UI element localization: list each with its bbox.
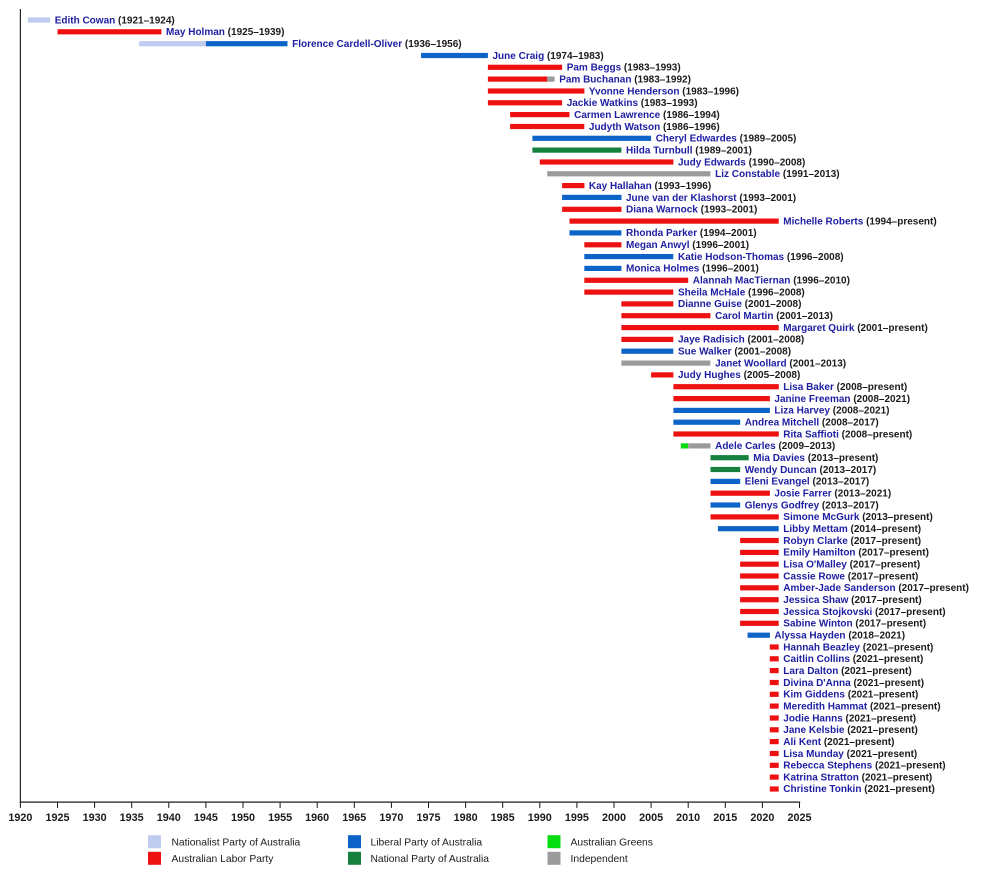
svg-text:2020: 2020 xyxy=(750,812,774,824)
svg-text:Jodie Hanns (2021–present): Jodie Hanns (2021–present) xyxy=(783,713,916,724)
svg-text:Sheila McHale (1996–2008): Sheila McHale (1996–2008) xyxy=(678,287,805,298)
svg-text:Sabine Winton (2017–present): Sabine Winton (2017–present) xyxy=(783,619,926,630)
svg-text:Rita Saffioti (2008–present): Rita Saffioti (2008–present) xyxy=(783,429,912,440)
svg-text:1985: 1985 xyxy=(491,812,515,824)
svg-text:1940: 1940 xyxy=(157,812,181,824)
svg-text:Nationalist Party of Australia: Nationalist Party of Australia xyxy=(172,838,301,849)
svg-text:Lisa Munday (2021–present): Lisa Munday (2021–present) xyxy=(783,749,917,760)
svg-text:Liz Constable (1991–2013): Liz Constable (1991–2013) xyxy=(715,169,840,180)
svg-text:1970: 1970 xyxy=(379,812,403,824)
svg-text:Judy Hughes (2005–2008): Judy Hughes (2005–2008) xyxy=(678,370,800,381)
svg-text:Katrina Stratton (2021–present: Katrina Stratton (2021–present) xyxy=(783,772,932,783)
svg-text:1960: 1960 xyxy=(305,812,329,824)
svg-text:Lara Dalton (2021–present): Lara Dalton (2021–present) xyxy=(783,666,911,677)
svg-text:1975: 1975 xyxy=(416,812,440,824)
svg-text:Liza Harvey (2008–2021): Liza Harvey (2008–2021) xyxy=(774,406,889,417)
svg-text:June Craig (1974–1983): June Craig (1974–1983) xyxy=(493,51,604,62)
svg-text:Jackie Watkins (1983–1993): Jackie Watkins (1983–1993) xyxy=(567,98,698,109)
svg-text:Alyssa Hayden (2018–2021): Alyssa Hayden (2018–2021) xyxy=(774,631,905,642)
svg-text:Libby Mettam (2014–present): Libby Mettam (2014–present) xyxy=(783,524,921,535)
svg-text:Florence Cardell-Oliver (1936–: Florence Cardell-Oliver (1936–1956) xyxy=(292,39,462,50)
svg-text:Lisa O'Malley (2017–present): Lisa O'Malley (2017–present) xyxy=(783,560,920,571)
svg-text:Janet Woollard (2001–2013): Janet Woollard (2001–2013) xyxy=(715,358,846,369)
svg-text:2010: 2010 xyxy=(676,812,700,824)
svg-text:Carol Martin (2001–2013): Carol Martin (2001–2013) xyxy=(715,311,833,322)
svg-text:1925: 1925 xyxy=(45,812,69,824)
svg-text:Monica Holmes (1996–2001): Monica Holmes (1996–2001) xyxy=(626,264,759,275)
svg-text:Australian Greens: Australian Greens xyxy=(571,838,653,849)
svg-text:Edith Cowan (1921–1924): Edith Cowan (1921–1924) xyxy=(55,15,175,26)
svg-text:Rhonda Parker (1994–2001): Rhonda Parker (1994–2001) xyxy=(626,228,757,239)
svg-text:Megan Anwyl (1996–2001): Megan Anwyl (1996–2001) xyxy=(626,240,749,251)
svg-text:Andrea Mitchell (2008–2017): Andrea Mitchell (2008–2017) xyxy=(745,418,879,429)
svg-text:Independent: Independent xyxy=(571,854,628,865)
svg-text:Dianne Guise (2001–2008): Dianne Guise (2001–2008) xyxy=(678,299,801,310)
svg-text:Ali Kent (2021–present): Ali Kent (2021–present) xyxy=(783,737,894,748)
svg-text:1935: 1935 xyxy=(120,812,144,824)
svg-text:Cassie Rowe (2017–present): Cassie Rowe (2017–present) xyxy=(783,571,918,582)
svg-text:Caitlin Collins (2021–present): Caitlin Collins (2021–present) xyxy=(783,654,923,665)
svg-text:Emily Hamilton (2017–present): Emily Hamilton (2017–present) xyxy=(783,548,929,559)
svg-text:Kay Hallahan (1993–1996): Kay Hallahan (1993–1996) xyxy=(589,181,711,192)
svg-text:1990: 1990 xyxy=(528,812,552,824)
svg-text:Carmen Lawrence (1986–1994): Carmen Lawrence (1986–1994) xyxy=(574,110,720,121)
svg-text:Michelle Roberts (1994–present: Michelle Roberts (1994–present) xyxy=(783,216,936,227)
svg-text:Liberal Party of Australia: Liberal Party of Australia xyxy=(371,838,483,849)
svg-text:Rebecca Stephens (2021–present: Rebecca Stephens (2021–present) xyxy=(783,761,945,772)
svg-text:1980: 1980 xyxy=(454,812,478,824)
svg-text:1920: 1920 xyxy=(8,812,32,824)
svg-text:Wendy Duncan (2013–2017): Wendy Duncan (2013–2017) xyxy=(745,465,877,476)
svg-text:Yvonne Henderson (1983–1996): Yvonne Henderson (1983–1996) xyxy=(589,86,739,97)
svg-text:Judyth Watson (1986–1996): Judyth Watson (1986–1996) xyxy=(589,122,720,133)
svg-text:1945: 1945 xyxy=(194,812,218,824)
svg-text:2025: 2025 xyxy=(787,812,811,824)
svg-text:Janine Freeman (2008–2021): Janine Freeman (2008–2021) xyxy=(774,394,910,405)
svg-text:Jessica Stojkovski (2017–prese: Jessica Stojkovski (2017–present) xyxy=(783,607,945,618)
svg-text:1955: 1955 xyxy=(268,812,292,824)
svg-text:Australian Labor Party: Australian Labor Party xyxy=(172,854,275,865)
svg-text:1965: 1965 xyxy=(342,812,366,824)
svg-text:Judy Edwards (1990–2008): Judy Edwards (1990–2008) xyxy=(678,157,805,168)
svg-text:National Party of Australia: National Party of Australia xyxy=(371,854,490,865)
svg-text:May Holman (1925–1939): May Holman (1925–1939) xyxy=(166,27,284,38)
svg-text:Josie Farrer (2013–2021): Josie Farrer (2013–2021) xyxy=(774,489,891,500)
svg-text:Meredith Hammat (2021–present): Meredith Hammat (2021–present) xyxy=(783,701,940,712)
svg-text:Divina D'Anna (2021–present): Divina D'Anna (2021–present) xyxy=(783,678,924,689)
svg-text:Lisa Baker (2008–present): Lisa Baker (2008–present) xyxy=(783,382,907,393)
svg-text:Alannah MacTiernan (1996–2010): Alannah MacTiernan (1996–2010) xyxy=(693,276,850,287)
svg-text:Cheryl Edwardes (1989–2005): Cheryl Edwardes (1989–2005) xyxy=(656,134,797,145)
svg-text:2005: 2005 xyxy=(639,812,663,824)
svg-text:Hannah Beazley (2021–present): Hannah Beazley (2021–present) xyxy=(783,642,933,653)
svg-text:Mia Davies (2013–present): Mia Davies (2013–present) xyxy=(753,453,878,464)
svg-text:2000: 2000 xyxy=(602,812,626,824)
svg-text:June van der Klashorst (1993–2: June van der Klashorst (1993–2001) xyxy=(626,193,796,204)
svg-text:Eleni Evangel (2013–2017): Eleni Evangel (2013–2017) xyxy=(745,477,870,488)
svg-text:Christine Tonkin (2021–present: Christine Tonkin (2021–present) xyxy=(783,784,935,795)
svg-text:Pam Buchanan (1983–1992): Pam Buchanan (1983–1992) xyxy=(559,75,691,86)
svg-text:Pam Beggs (1983–1993): Pam Beggs (1983–1993) xyxy=(567,63,681,74)
svg-text:Jessica Shaw (2017–present): Jessica Shaw (2017–present) xyxy=(783,595,921,606)
svg-text:Margaret Quirk (2001–present): Margaret Quirk (2001–present) xyxy=(783,323,928,334)
svg-text:Robyn Clarke (2017–present): Robyn Clarke (2017–present) xyxy=(783,536,921,547)
svg-text:1995: 1995 xyxy=(565,812,589,824)
svg-text:Kim Giddens (2021–present): Kim Giddens (2021–present) xyxy=(783,690,918,701)
svg-text:2015: 2015 xyxy=(713,812,737,824)
svg-text:Adele Carles (2009–2013): Adele Carles (2009–2013) xyxy=(715,441,835,452)
svg-text:Sue Walker (2001–2008): Sue Walker (2001–2008) xyxy=(678,347,791,358)
svg-text:Diana Warnock (1993–2001): Diana Warnock (1993–2001) xyxy=(626,205,757,216)
svg-text:Jaye Radisich (2001–2008): Jaye Radisich (2001–2008) xyxy=(678,335,804,346)
svg-text:1930: 1930 xyxy=(83,812,107,824)
svg-text:Amber-Jade Sanderson (2017–pre: Amber-Jade Sanderson (2017–present) xyxy=(783,583,969,594)
svg-text:1950: 1950 xyxy=(231,812,255,824)
svg-text:Simone McGurk (2013–present): Simone McGurk (2013–present) xyxy=(783,512,933,523)
svg-text:Glenys Godfrey (2013–2017): Glenys Godfrey (2013–2017) xyxy=(745,500,879,511)
svg-text:Hilda Turnbull (1989–2001): Hilda Turnbull (1989–2001) xyxy=(626,145,752,156)
svg-text:Jane Kelsbie (2021–present): Jane Kelsbie (2021–present) xyxy=(783,725,918,736)
svg-text:Katie Hodson-Thomas (1996–2008: Katie Hodson-Thomas (1996–2008) xyxy=(678,252,844,263)
